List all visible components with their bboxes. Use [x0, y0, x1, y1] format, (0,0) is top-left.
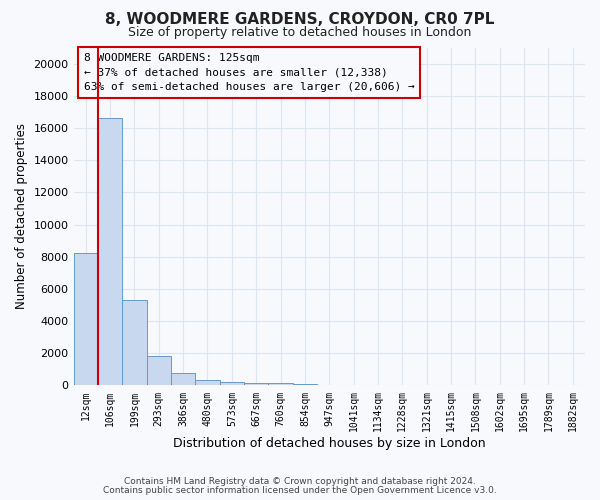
Bar: [244, 382, 268, 386]
Text: Contains HM Land Registry data © Crown copyright and database right 2024.: Contains HM Land Registry data © Crown c…: [124, 477, 476, 486]
Text: 8 WOODMERE GARDENS: 125sqm
← 37% of detached houses are smaller (12,338)
63% of : 8 WOODMERE GARDENS: 125sqm ← 37% of deta…: [84, 52, 415, 92]
Bar: [293, 384, 317, 386]
Text: Contains public sector information licensed under the Open Government Licence v3: Contains public sector information licen…: [103, 486, 497, 495]
Text: Size of property relative to detached houses in London: Size of property relative to detached ho…: [128, 26, 472, 39]
Bar: [122, 300, 146, 386]
Text: 8, WOODMERE GARDENS, CROYDON, CR0 7PL: 8, WOODMERE GARDENS, CROYDON, CR0 7PL: [106, 12, 494, 28]
Bar: [146, 356, 171, 386]
Bar: [74, 254, 98, 386]
Bar: [171, 372, 196, 386]
Bar: [98, 118, 122, 386]
Y-axis label: Number of detached properties: Number of detached properties: [15, 124, 28, 310]
Bar: [220, 382, 244, 386]
Bar: [268, 383, 293, 386]
X-axis label: Distribution of detached houses by size in London: Distribution of detached houses by size …: [173, 437, 485, 450]
Bar: [196, 380, 220, 386]
